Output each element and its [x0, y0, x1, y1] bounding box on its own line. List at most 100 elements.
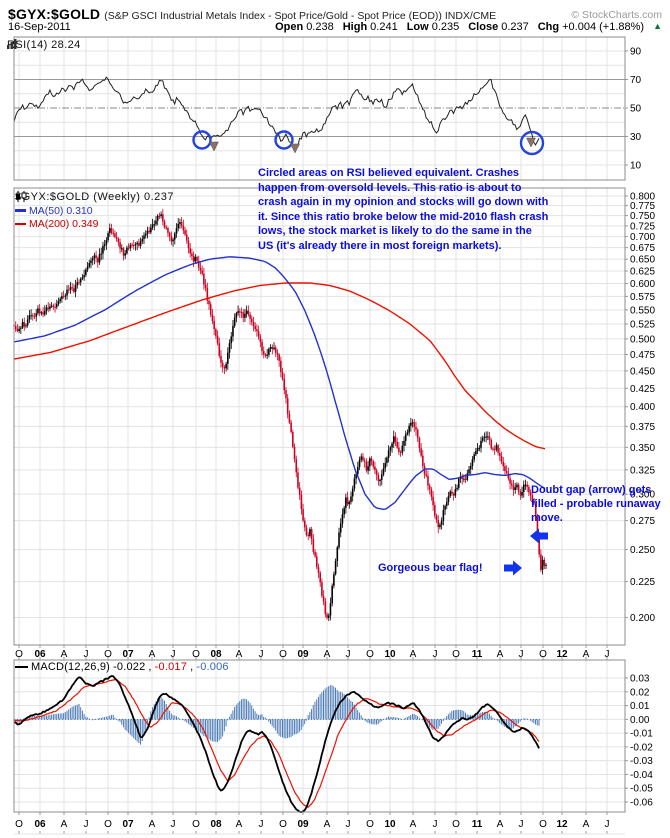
svg-text:0.325: 0.325: [630, 465, 655, 476]
high-label: High: [342, 21, 368, 33]
svg-text:0.650: 0.650: [630, 255, 655, 266]
svg-text:J: J: [519, 649, 524, 660]
stockcharts-credit: © StockCharts.com: [571, 9, 662, 21]
svg-text:0.225: 0.225: [630, 577, 655, 588]
svg-text:J: J: [605, 649, 610, 660]
svg-text:06: 06: [34, 819, 46, 830]
gap-annotation-note: Doubt gap (arrow) gets filled - probable…: [531, 483, 661, 525]
close-label: Close: [468, 21, 499, 33]
svg-text:0.700: 0.700: [630, 232, 655, 243]
note-line: US (it's already there in most foreign m…: [258, 239, 502, 252]
svg-text:70: 70: [630, 75, 642, 86]
svg-text:12: 12: [556, 819, 568, 830]
svg-text:10: 10: [384, 819, 396, 830]
svg-text:0.375: 0.375: [630, 422, 655, 433]
svg-text:O: O: [539, 819, 547, 830]
svg-text:O: O: [279, 649, 287, 660]
svg-text:A: A: [149, 819, 156, 830]
svg-text:0.600: 0.600: [630, 279, 655, 290]
bear-flag-annotation: Gorgeous bear flag!: [378, 562, 483, 574]
svg-text:J: J: [84, 819, 89, 830]
svg-text:A: A: [61, 649, 68, 660]
ma200-label: MA(200) 0.349: [29, 218, 99, 230]
separator: ,: [190, 661, 194, 673]
svg-text:0.450: 0.450: [630, 366, 655, 377]
note-line: it. Since this ratio broke below the mid…: [258, 210, 549, 223]
macd-signal-value: -0.017: [154, 661, 188, 673]
svg-text:J: J: [519, 819, 524, 830]
svg-text:J: J: [171, 819, 176, 830]
separator: ,: [148, 661, 152, 673]
macd-hist-value: -0.006: [196, 661, 229, 673]
ohlc-values: Open 0.238 High 0.241 Low 0.235 Close 0.237 …: [275, 21, 662, 33]
svg-text:O: O: [104, 819, 112, 830]
svg-text:A: A: [410, 819, 417, 830]
svg-text:07: 07: [122, 649, 134, 660]
macd-legend: MACD(12,26,9) -0.022, -0.017, -0.006: [15, 661, 229, 673]
note-line: lows, the stock market is likely to do t…: [258, 225, 532, 238]
svg-text:O: O: [192, 819, 200, 830]
svg-text:0.02: 0.02: [630, 687, 650, 698]
chg-label: Chg: [537, 21, 560, 33]
svg-text:0.500: 0.500: [630, 334, 655, 345]
rsi-legend: RSI(14) 28.24: [7, 39, 81, 51]
macd-line-icon: [15, 665, 28, 669]
svg-text:J: J: [259, 819, 264, 830]
svg-text:O: O: [15, 819, 23, 830]
close-value: 0.237: [501, 21, 529, 33]
svg-text:0.750: 0.750: [630, 211, 655, 222]
svg-text:09: 09: [297, 649, 309, 660]
svg-text:07: 07: [122, 819, 134, 830]
svg-text:0.550: 0.550: [630, 305, 655, 316]
svg-text:0.275: 0.275: [630, 516, 655, 527]
rsi-label: RSI(14) 28.24: [7, 39, 81, 51]
svg-text:0.250: 0.250: [630, 545, 655, 556]
svg-text:J: J: [259, 649, 264, 660]
svg-text:J: J: [84, 649, 89, 660]
svg-text:-0.05: -0.05: [630, 784, 653, 795]
svg-text:0.300: 0.300: [630, 490, 655, 501]
svg-text:A: A: [236, 819, 243, 830]
svg-text:0.800: 0.800: [630, 192, 655, 203]
svg-text:0.350: 0.350: [630, 443, 655, 454]
svg-text:O: O: [104, 649, 112, 660]
open-label: Open: [275, 21, 304, 33]
svg-text:-0.06: -0.06: [630, 798, 653, 809]
svg-text:O: O: [279, 819, 287, 830]
ma50-line-icon: [15, 209, 26, 212]
quote-date: 16-Sep-2011: [8, 21, 71, 33]
svg-text:A: A: [61, 819, 68, 830]
svg-text:O: O: [539, 649, 547, 660]
svg-text:0.425: 0.425: [630, 384, 655, 395]
chart-type-icon: [7, 39, 17, 49]
note-line: Doubt gap (arrow) gets: [531, 484, 652, 496]
svg-text:-0.04: -0.04: [630, 770, 653, 781]
ma50-label: MA(50) 0.310: [29, 204, 93, 217]
svg-text:0.01: 0.01: [630, 701, 650, 712]
svg-text:J: J: [346, 649, 351, 660]
note-line: crash again in my opinion and stocks wil…: [258, 196, 549, 209]
price-legend-title: $GYX:$GOLD (Weekly) 0.237: [15, 191, 175, 203]
ma200-line-icon: [15, 222, 26, 226]
svg-text:O: O: [366, 819, 374, 830]
svg-text:0.200: 0.200: [630, 613, 655, 624]
svg-text:09: 09: [297, 819, 309, 830]
svg-text:A: A: [497, 819, 504, 830]
svg-text:10: 10: [384, 649, 396, 660]
rsi-annotation-note: Circled areas on RSI believed equivalent…: [258, 166, 548, 254]
symbol-description: (S&P GSCI Industrial Metals Index - Spot…: [104, 10, 497, 22]
svg-text:50: 50: [630, 104, 642, 115]
chart-header: $GYX:$GOLD (S&P GSCI Industrial Metals In…: [8, 6, 662, 24]
svg-text:J: J: [346, 819, 351, 830]
svg-text:0.400: 0.400: [630, 402, 655, 413]
svg-text:12: 12: [556, 649, 568, 660]
svg-text:0.00: 0.00: [630, 715, 650, 726]
svg-text:90: 90: [630, 47, 642, 58]
svg-text:A: A: [410, 649, 417, 660]
svg-text:0.675: 0.675: [630, 243, 655, 254]
chg-value: +0.004 (+1.88%): [562, 21, 645, 33]
svg-text:A: A: [497, 649, 504, 660]
svg-text:J: J: [433, 819, 438, 830]
svg-text:O: O: [192, 649, 200, 660]
